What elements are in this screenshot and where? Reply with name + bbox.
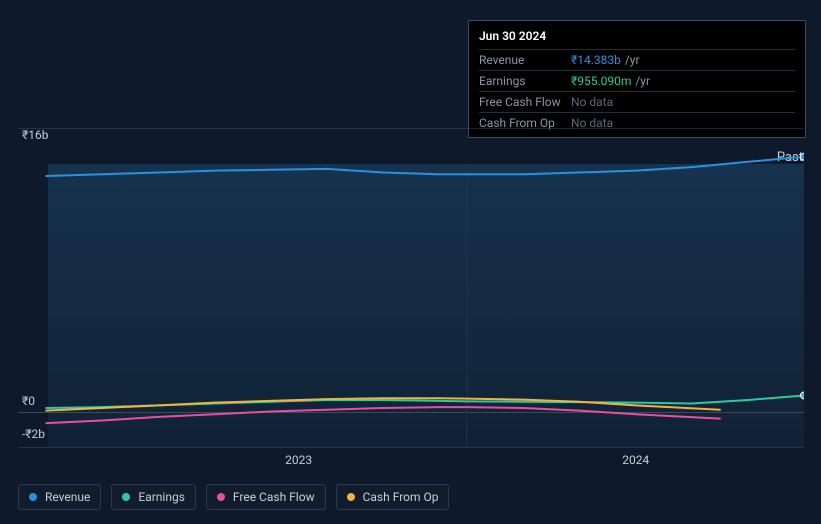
legend-label: Earnings <box>138 490 185 504</box>
legend-swatch <box>217 493 225 501</box>
chart-tooltip: Jun 30 2024 Revenue₹14.383b/yrEarnings₹9… <box>468 20 806 138</box>
legend-swatch <box>122 493 130 501</box>
legend-swatch <box>347 493 355 501</box>
legend-item[interactable]: Free Cash Flow <box>206 484 326 510</box>
legend-item[interactable]: Cash From Op <box>336 484 450 510</box>
tooltip-date: Jun 30 2024 <box>479 27 795 49</box>
tooltip-row-label: Earnings <box>479 74 571 88</box>
tooltip-row: Revenue₹14.383b/yr <box>479 49 795 70</box>
legend: Revenue Earnings Free Cash Flow Cash From O… <box>18 484 449 510</box>
legend-label: Revenue <box>45 490 90 504</box>
tooltip-row: Free Cash FlowNo data <box>479 91 795 112</box>
legend-swatch <box>29 493 37 501</box>
tooltip-row-value: No data <box>571 95 613 109</box>
line-chart <box>18 128 804 448</box>
tooltip-row: Earnings₹955.090m/yr <box>479 70 795 91</box>
legend-item[interactable]: Earnings <box>111 484 196 510</box>
legend-item[interactable]: Revenue <box>18 484 101 510</box>
legend-label: Free Cash Flow <box>233 490 315 504</box>
chart-container: Jun 30 2024 Revenue₹14.383b/yrEarnings₹9… <box>0 0 821 524</box>
tooltip-row-label: Free Cash Flow <box>479 95 571 109</box>
x-tick-label: 2024 <box>606 453 666 467</box>
tooltip-row-value: ₹955.090m/yr <box>571 74 650 88</box>
legend-label: Cash From Op <box>363 490 439 504</box>
x-tick-label: 2023 <box>269 453 329 467</box>
tooltip-row-value: ₹14.383b/yr <box>571 53 640 67</box>
tooltip-row-label: Revenue <box>479 53 571 67</box>
